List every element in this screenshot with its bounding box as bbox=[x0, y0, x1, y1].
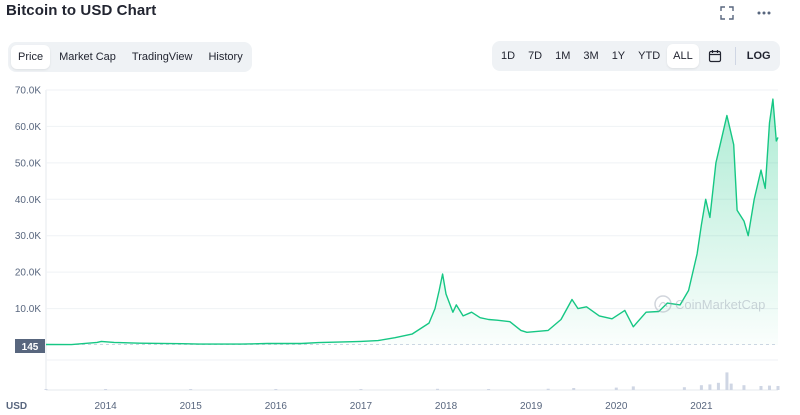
time-range-selector: 1D 7D 1M 3M 1Y YTD ALL LOG bbox=[492, 41, 780, 71]
volume-bar bbox=[759, 386, 763, 390]
chart-type-tabs: Price Market Cap TradingView History bbox=[8, 42, 252, 72]
x-tick-label: 2019 bbox=[520, 401, 543, 412]
x-tick-label: 2021 bbox=[690, 401, 713, 412]
volume-bar bbox=[742, 385, 746, 390]
volume-bar bbox=[716, 382, 720, 390]
tab-tradingview[interactable]: TradingView bbox=[131, 51, 193, 63]
x-tick-label: 2017 bbox=[350, 401, 373, 412]
expand-icon[interactable] bbox=[720, 6, 734, 23]
tab-market-cap[interactable]: Market Cap bbox=[59, 51, 116, 63]
volume-bar bbox=[729, 383, 733, 390]
volume-bars bbox=[44, 372, 780, 390]
y-tick-label: 40.0K bbox=[15, 195, 41, 206]
price-chart: CoinMarketCap 70.0K 60.0K 50.0K 40.0K 30.0K 2… bbox=[6, 86, 780, 412]
volume-bar bbox=[359, 389, 363, 390]
x-tick-label: 2015 bbox=[180, 401, 203, 412]
range-ytd[interactable]: YTD bbox=[638, 50, 661, 62]
window-controls bbox=[720, 6, 772, 23]
watermark-text: CoinMarketCap bbox=[675, 297, 765, 312]
price-line bbox=[45, 98, 779, 346]
volume-bar bbox=[572, 388, 576, 390]
x-axis: 2014 2015 2016 2017 2018 2019 2020 2021 bbox=[94, 401, 712, 412]
currency-label: USD bbox=[6, 401, 27, 412]
volume-bar bbox=[699, 385, 703, 390]
divider bbox=[734, 47, 736, 65]
range-7d[interactable]: 7D bbox=[528, 50, 543, 62]
volume-bar bbox=[767, 385, 771, 390]
y-axis: 70.0K 60.0K 50.0K 40.0K 30.0K 20.0K 10.0K bbox=[15, 86, 41, 316]
volume-bar bbox=[725, 372, 729, 390]
range-1m[interactable]: 1M bbox=[555, 50, 571, 62]
y-tick-label: 70.0K bbox=[15, 86, 41, 97]
range-all[interactable]: ALL bbox=[667, 44, 699, 68]
y-tick-label: 20.0K bbox=[15, 268, 41, 279]
volume-bar bbox=[436, 388, 440, 390]
y-tick-label: 10.0K bbox=[15, 304, 41, 315]
price-tag-bg bbox=[15, 339, 45, 353]
tab-history[interactable]: History bbox=[208, 51, 243, 63]
volume-bar bbox=[546, 388, 550, 390]
y-tick-label: 30.0K bbox=[15, 231, 41, 242]
y-tick-label: 60.0K bbox=[15, 122, 41, 133]
price-area bbox=[46, 99, 778, 345]
calendar-icon[interactable] bbox=[704, 45, 726, 67]
more-icon[interactable] bbox=[756, 6, 772, 23]
volume-bar bbox=[682, 387, 686, 390]
x-tick-label: 2020 bbox=[605, 401, 628, 412]
current-price-tag: 145 bbox=[15, 339, 45, 353]
volume-bar bbox=[487, 389, 491, 390]
range-3m[interactable]: 3M bbox=[583, 50, 599, 62]
volume-bar bbox=[44, 389, 48, 390]
range-1y[interactable]: 1Y bbox=[611, 50, 626, 62]
volume-bar bbox=[631, 386, 635, 390]
y-tick-label: 50.0K bbox=[15, 158, 41, 169]
volume-bar bbox=[708, 384, 712, 390]
volume-bar bbox=[274, 389, 278, 390]
tab-price[interactable]: Price bbox=[11, 45, 51, 69]
volume-bar bbox=[776, 386, 780, 390]
volume-bar bbox=[189, 389, 193, 390]
coinmarketcap-watermark: CoinMarketCap bbox=[654, 295, 765, 313]
volume-bar bbox=[104, 389, 108, 390]
page-title: Bitcoin to USD Chart bbox=[6, 2, 157, 19]
range-1d[interactable]: 1D bbox=[501, 50, 516, 62]
log-scale-toggle[interactable]: LOG bbox=[746, 50, 771, 62]
x-tick-label: 2018 bbox=[435, 401, 458, 412]
x-tick-label: 2014 bbox=[94, 401, 117, 412]
volume-bar bbox=[614, 387, 618, 390]
price-tag-label: 145 bbox=[22, 342, 39, 353]
x-tick-label: 2016 bbox=[265, 401, 288, 412]
